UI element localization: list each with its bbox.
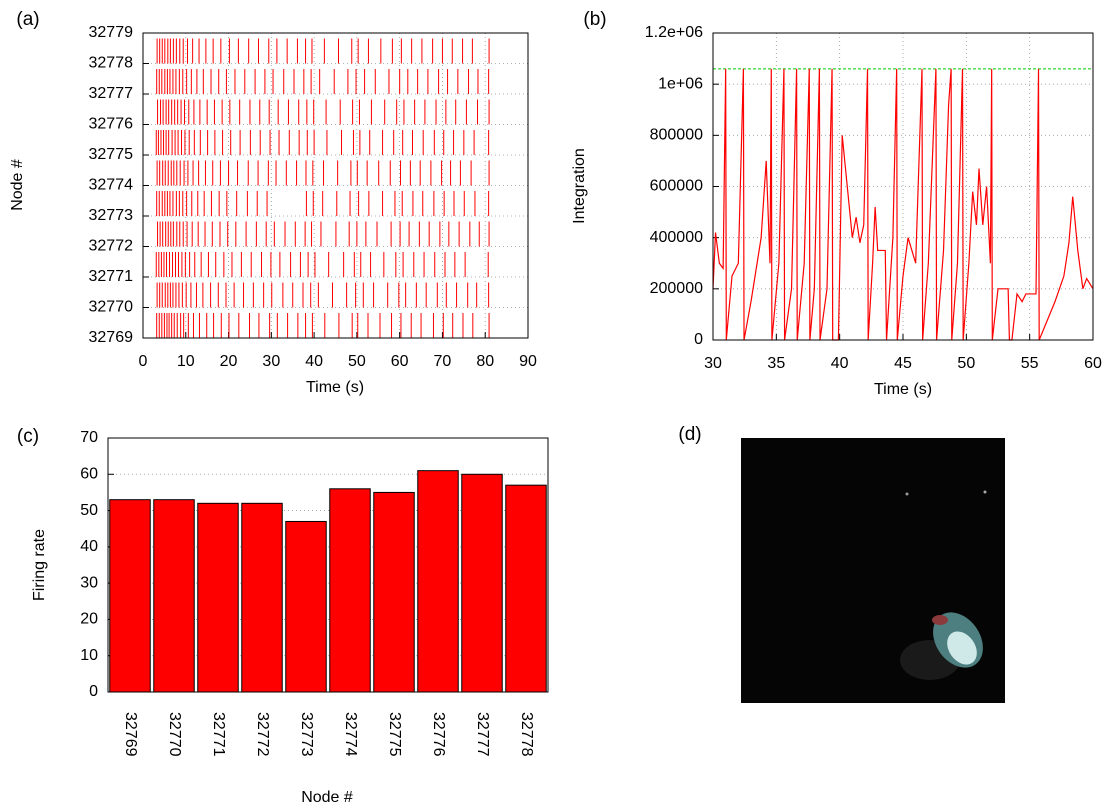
y-axis-title: Firing rate [31,529,48,601]
x-tick-label: 50 [957,355,975,372]
plot-frame [142,32,529,339]
y-tick-label: 0 [89,683,98,700]
x-tick-label: 20 [220,353,238,370]
y-tick-label: 10 [80,647,98,664]
x-tick-label: 32775 [386,712,403,757]
bar [109,499,151,693]
bar [153,499,195,693]
bar [505,484,547,693]
y-tick-label: 32770 [89,299,134,316]
y-tick-label: 32769 [89,329,134,346]
x-tick-label: 32771 [210,712,227,757]
x-tick-label: 30 [704,355,722,372]
x-tick-label: 70 [434,353,452,370]
x-tick-label: 40 [305,353,323,370]
x-tick-label: 32770 [166,712,183,757]
y-tick-label: 70 [80,429,98,446]
y-axis-title: Integration [571,148,588,224]
panel-label: (a) [16,9,39,30]
x-tick-label: 60 [1084,355,1102,372]
x-tick-label: 35 [767,355,785,372]
bar [241,502,283,693]
panel-label: (b) [583,9,606,30]
x-tick-label: 60 [391,353,409,370]
y-tick-label: 600000 [650,178,703,195]
x-tick-label: 32778 [518,712,535,757]
y-tick-label: 32771 [89,268,134,285]
y-axis-title: Node # [9,159,26,211]
x-tick-label: 32777 [474,712,491,757]
x-tick-label: 32774 [342,712,359,757]
image-object-edge [932,615,948,625]
bar [417,470,459,693]
y-tick-label: 1e+06 [658,75,703,92]
bar [373,491,415,693]
y-tick-label: 30 [80,574,98,591]
y-tick-label: 32778 [89,55,134,72]
bar [197,502,239,693]
y-tick-label: 40 [80,538,98,555]
x-tick-label: 55 [1021,355,1039,372]
image-dot [983,490,987,494]
x-tick-label: 10 [177,353,195,370]
bar [285,520,327,693]
y-tick-label: 400000 [650,229,703,246]
x-tick-label: 50 [348,353,366,370]
y-tick-label: 0 [694,331,703,348]
y-tick-label: 32773 [89,207,134,224]
y-tick-label: 32776 [89,116,134,133]
x-tick-label: 32776 [430,712,447,757]
x-axis-title: Time (s) [874,381,932,398]
x-tick-label: 45 [894,355,912,372]
y-tick-label: 32775 [89,146,134,163]
x-tick-label: 0 [139,353,148,370]
y-tick-label: 32774 [89,177,134,194]
x-tick-label: 80 [476,353,494,370]
y-tick-label: 20 [80,611,98,628]
y-tick-label: 800000 [650,127,703,144]
y-tick-label: 1.2e+06 [645,24,703,41]
x-tick-label: 90 [519,353,537,370]
y-tick-label: 50 [80,502,98,519]
y-tick-label: 32772 [89,238,134,255]
bar [461,473,503,693]
x-tick-label: 32769 [122,712,139,757]
x-tick-label: 32772 [254,712,271,757]
x-axis-title: Time (s) [306,379,364,396]
plot-frame [712,32,1094,341]
x-tick-label: 40 [831,355,849,372]
camera-image [741,438,1005,703]
bar [329,488,371,693]
x-tick-label: 32773 [298,712,315,757]
image-object-highlight [947,631,977,665]
y-tick-label: 200000 [650,280,703,297]
x-axis-title: Node # [301,789,353,806]
image-dot [905,492,909,496]
y-tick-label: 32777 [89,85,134,102]
plot-frame [107,437,549,693]
x-tick-label: 30 [262,353,280,370]
panel-label: (c) [17,426,39,447]
panel-label: (d) [678,424,701,445]
y-tick-label: 60 [80,466,98,483]
y-tick-label: 32779 [89,24,134,41]
